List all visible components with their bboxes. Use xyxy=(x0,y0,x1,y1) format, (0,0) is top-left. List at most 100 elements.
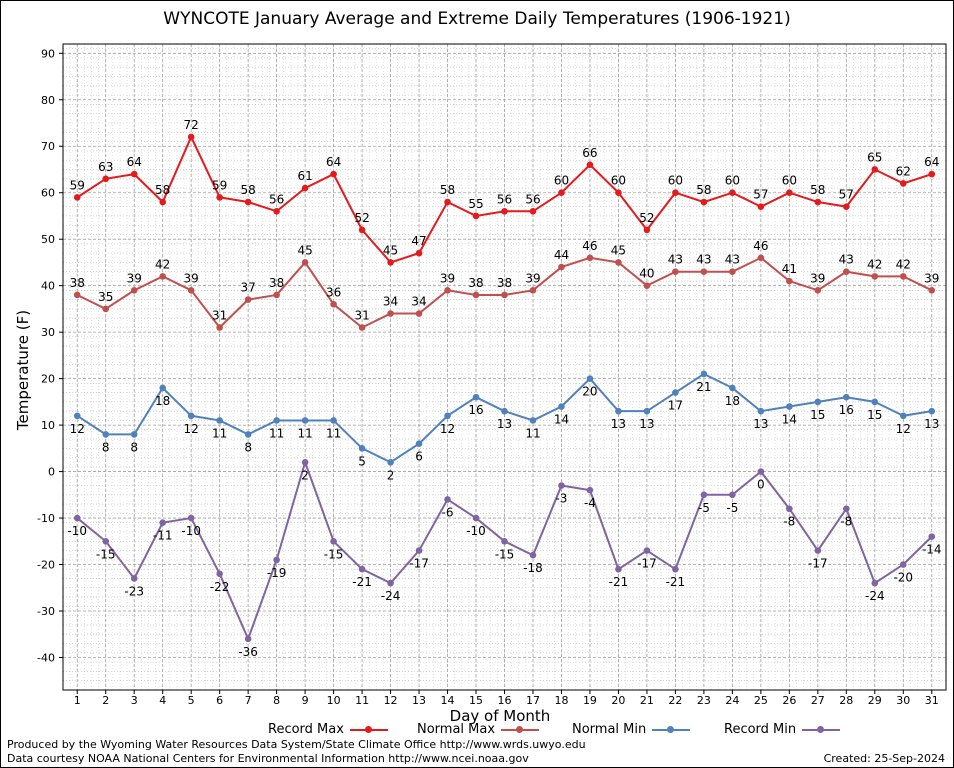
legend-label: Normal Max xyxy=(417,722,496,737)
x-tick-label: 2 xyxy=(102,694,109,707)
data-point xyxy=(159,519,166,526)
data-point xyxy=(843,203,850,210)
data-point xyxy=(871,579,879,587)
x-tick-label: 1 xyxy=(74,694,81,707)
data-label: 43 xyxy=(696,253,711,267)
data-point xyxy=(273,291,280,299)
legend-item-record-min: Record Min xyxy=(724,722,841,737)
data-point xyxy=(928,407,936,415)
data-label: -10 xyxy=(181,524,201,538)
data-label: 42 xyxy=(867,257,882,271)
x-tick-label: 6 xyxy=(216,694,223,707)
data-label: 16 xyxy=(839,403,854,417)
data-label: 13 xyxy=(639,417,654,431)
data-label: 43 xyxy=(839,253,854,267)
data-label: -36 xyxy=(238,645,258,659)
data-label: 11 xyxy=(326,426,341,440)
x-tick-label: 8 xyxy=(273,694,280,707)
data-point xyxy=(102,537,110,545)
x-tick-label: 3 xyxy=(131,694,138,707)
data-point xyxy=(159,198,166,206)
y-tick-label: -20 xyxy=(37,559,55,572)
data-label: 39 xyxy=(184,271,199,285)
data-point xyxy=(330,537,337,545)
data-label: 60 xyxy=(611,174,626,188)
data-point xyxy=(130,575,138,582)
data-point xyxy=(301,458,309,466)
data-label: 38 xyxy=(497,276,512,290)
data-point xyxy=(444,496,451,503)
data-point xyxy=(586,375,594,382)
y-tick-label: 20 xyxy=(41,373,55,386)
legend-swatch xyxy=(349,724,388,736)
data-label: -8 xyxy=(840,515,852,529)
data-point xyxy=(159,273,166,280)
y-tick-label: 0 xyxy=(48,466,55,479)
data-point xyxy=(843,268,850,276)
legend-swatch xyxy=(501,724,540,736)
data-label: 63 xyxy=(98,160,113,174)
data-point xyxy=(757,468,765,475)
data-label: 64 xyxy=(924,155,939,169)
data-label: 46 xyxy=(753,239,768,253)
data-label: -20 xyxy=(893,571,913,585)
x-tick-label: 7 xyxy=(245,694,252,707)
data-label: 38 xyxy=(70,276,85,290)
data-point xyxy=(529,417,537,424)
data-label: 15 xyxy=(867,408,882,422)
y-tick-label: 10 xyxy=(41,419,55,432)
data-point xyxy=(387,310,394,317)
data-point xyxy=(444,412,451,420)
data-label: 13 xyxy=(611,417,626,431)
data-point xyxy=(216,570,223,578)
data-point xyxy=(472,514,480,522)
x-axis-label: Day of Month xyxy=(449,707,551,725)
data-point xyxy=(244,198,252,206)
legend-label: Record Min xyxy=(724,722,797,737)
data-label: 14 xyxy=(554,413,569,427)
data-point xyxy=(501,537,508,545)
data-label: 60 xyxy=(668,174,683,188)
data-label: -24 xyxy=(865,589,885,603)
data-point xyxy=(415,440,423,447)
data-label: 34 xyxy=(411,295,426,309)
data-label: -22 xyxy=(210,580,230,594)
data-label: 57 xyxy=(753,188,768,202)
x-tick-label: 22 xyxy=(668,694,682,707)
data-label: -17 xyxy=(409,557,429,571)
x-tick-label: 19 xyxy=(583,694,597,707)
data-point xyxy=(159,384,166,392)
data-point xyxy=(729,268,736,276)
data-point xyxy=(814,398,822,406)
data-label: 60 xyxy=(725,174,740,188)
data-label: -14 xyxy=(922,543,942,557)
data-label: 34 xyxy=(383,295,398,309)
data-point xyxy=(643,547,651,554)
data-point xyxy=(330,417,337,424)
data-label: -11 xyxy=(153,529,173,543)
data-label: 64 xyxy=(127,155,142,169)
y-tick-label: 80 xyxy=(41,94,55,107)
data-point xyxy=(301,259,309,266)
data-label: 13 xyxy=(753,417,768,431)
legend-label: Normal Min xyxy=(572,722,647,737)
data-label: 2 xyxy=(387,468,395,482)
data-point xyxy=(415,249,423,257)
data-point xyxy=(387,259,394,266)
data-label: -15 xyxy=(495,547,515,561)
x-tick-label: 13 xyxy=(412,694,426,707)
data-point xyxy=(757,407,765,415)
data-label: 58 xyxy=(241,183,256,197)
data-label: 60 xyxy=(782,174,797,188)
data-point xyxy=(928,287,936,294)
data-point xyxy=(700,198,708,206)
y-tick-label: -40 xyxy=(37,651,55,664)
data-label: 39 xyxy=(525,271,540,285)
data-point xyxy=(814,287,822,294)
data-point xyxy=(244,431,252,438)
data-label: 17 xyxy=(668,399,683,413)
data-label: 43 xyxy=(668,253,683,267)
data-label: 12 xyxy=(440,422,455,436)
data-point xyxy=(358,226,366,234)
data-label: 18 xyxy=(725,394,740,408)
